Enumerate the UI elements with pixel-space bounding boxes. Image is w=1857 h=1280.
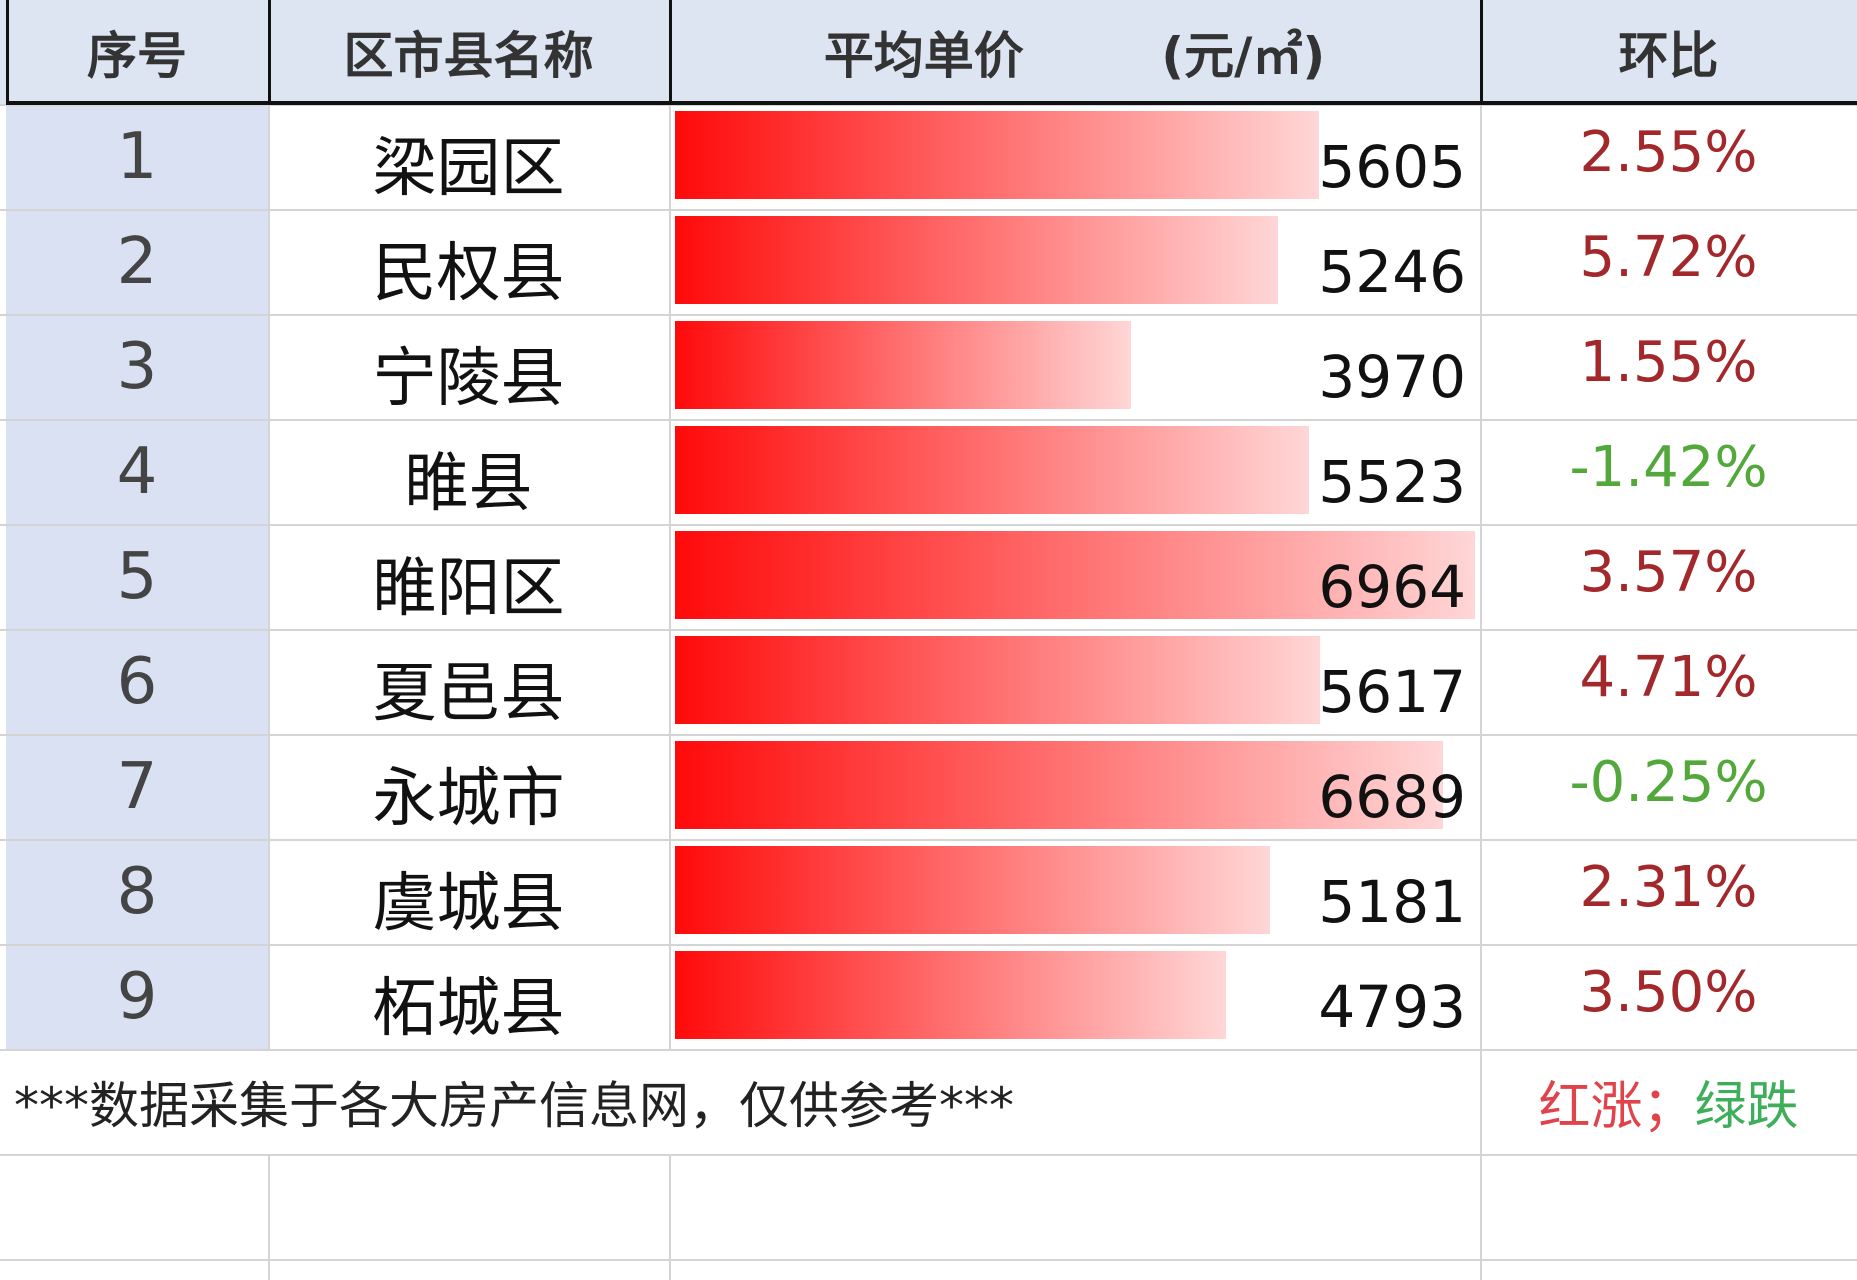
index-cell: 9 (116, 959, 158, 1034)
grid-line (0, 104, 1857, 106)
index-cell: 4 (116, 434, 158, 509)
header-cell: 环比 (1618, 27, 1719, 85)
change-cell: -0.25% (1569, 750, 1768, 815)
grid-line (669, 0, 671, 1280)
data-bar (675, 741, 1444, 829)
price-cell: 4793 (1318, 972, 1466, 1041)
grid-line (0, 1154, 1857, 1156)
grid-line (0, 734, 1857, 736)
data-bar (675, 636, 1321, 724)
grid-line (0, 839, 1857, 841)
grid-line (1480, 0, 1482, 1280)
price-cell: 6689 (1318, 762, 1466, 831)
price-cell: 5246 (1318, 237, 1466, 306)
legend-item: 红涨； (1538, 1077, 1695, 1137)
header-border (1480, 0, 1483, 104)
name-cell: 梁园区 (372, 131, 565, 206)
data-bar (675, 216, 1278, 304)
price-cell: 5181 (1318, 867, 1466, 936)
price-cell: 6964 (1318, 552, 1466, 621)
index-column-bg (6, 104, 268, 1049)
data-bar (675, 111, 1319, 199)
header-border (6, 101, 1857, 105)
header-border (268, 0, 271, 104)
name-cell: 民权县 (372, 236, 565, 311)
data-bar (675, 426, 1310, 514)
header-cell: 区市县名称 (343, 27, 594, 85)
grid-line (0, 1259, 1857, 1261)
name-cell: 柘城县 (372, 971, 565, 1046)
change-cell: 3.57% (1579, 540, 1758, 605)
header-border (669, 0, 672, 104)
index-cell: 7 (116, 749, 158, 824)
name-cell: 永城市 (372, 761, 565, 836)
data-bar (675, 321, 1132, 409)
name-cell: 虞城县 (372, 866, 565, 941)
grid-line (0, 524, 1857, 526)
change-cell: -1.42% (1569, 435, 1768, 500)
price-cell: 5617 (1318, 657, 1466, 726)
footer-bg (6, 1051, 1480, 1154)
index-cell: 8 (116, 854, 158, 929)
index-cell: 2 (116, 224, 158, 299)
grid-line (268, 0, 270, 1280)
header-cell: 平均单价 (元/㎡) (823, 27, 1326, 85)
change-cell: 4.71% (1579, 645, 1758, 710)
change-cell: 2.31% (1579, 855, 1758, 920)
data-bar (675, 951, 1226, 1039)
index-cell: 6 (116, 644, 158, 719)
name-cell: 夏邑县 (372, 656, 565, 731)
change-cell: 2.55% (1579, 120, 1758, 185)
header-border (6, 0, 9, 104)
name-cell: 宁陵县 (372, 341, 565, 416)
data-bar (675, 846, 1271, 934)
change-cell: 5.72% (1579, 225, 1758, 290)
price-cell: 3970 (1318, 342, 1466, 411)
name-cell: 睢县 (404, 446, 533, 521)
header-cell: 序号 (87, 27, 187, 85)
grid-line (0, 209, 1857, 211)
grid-line (0, 1049, 1857, 1051)
grid-line (0, 629, 1857, 631)
grid-line (0, 944, 1857, 946)
change-cell: 1.55% (1579, 330, 1758, 395)
footer-note: ***数据采集于各大房产信息网，仅供参考*** (14, 1076, 1014, 1135)
name-cell: 睢阳区 (372, 551, 565, 626)
data-bar (675, 531, 1475, 619)
price-cell: 5523 (1318, 447, 1466, 516)
index-cell: 1 (116, 119, 158, 194)
grid-line (0, 314, 1857, 316)
grid-line (0, 419, 1857, 421)
index-cell: 5 (116, 539, 158, 614)
legend-item: 绿跌 (1694, 1077, 1799, 1137)
footer-legend: 红涨； 绿跌 (1480, 1049, 1857, 1154)
price-cell: 5605 (1318, 132, 1466, 201)
index-cell: 3 (116, 329, 158, 404)
change-cell: 3.50% (1579, 960, 1758, 1025)
header-bg (0, 0, 1857, 104)
